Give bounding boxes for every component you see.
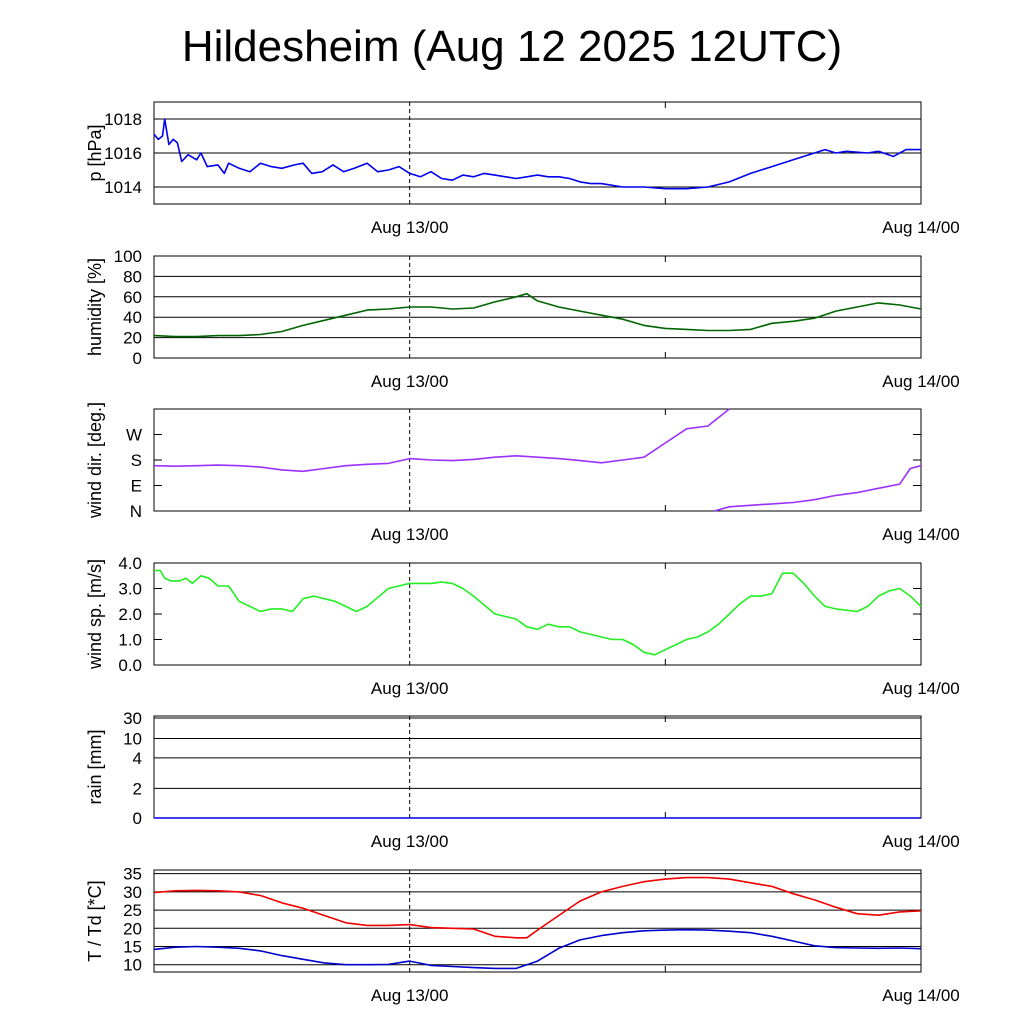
x-tick-label: Aug 14/00 bbox=[882, 832, 960, 851]
plot-frame bbox=[153, 408, 922, 512]
y-axis-label: rain [mm] bbox=[85, 729, 105, 804]
y-tick-label: 100 bbox=[114, 247, 142, 266]
y-tick-label: 1.0 bbox=[118, 631, 142, 650]
y-tick-label: 0 bbox=[133, 349, 142, 368]
y-axis-label: humidity [%] bbox=[85, 258, 105, 356]
y-tick-label: 4.0 bbox=[118, 554, 142, 573]
plot-frame bbox=[153, 255, 922, 359]
x-tick-label: Aug 14/00 bbox=[882, 986, 960, 1005]
pressure-panel: 1014 1016 1018 Aug 13/00 Aug 14/00 p [hPa] bbox=[85, 101, 960, 237]
x-tick-label: Aug 13/00 bbox=[371, 525, 449, 544]
y-tick-label: W bbox=[126, 426, 142, 445]
pressure-series-line bbox=[153, 118, 921, 190]
y-tick-label: 60 bbox=[123, 288, 142, 307]
x-tick-label: Aug 13/00 bbox=[371, 218, 449, 237]
y-axis-label: wind sp. [m/s] bbox=[85, 559, 105, 670]
temperature-series-line bbox=[153, 876, 922, 939]
wind_speed-series-line bbox=[154, 569, 922, 656]
y-tick-label: 15 bbox=[123, 938, 142, 957]
y-axis-label: p [hPa] bbox=[85, 124, 105, 181]
y-tick-label: 25 bbox=[123, 901, 142, 920]
dewpoint-series-line bbox=[153, 928, 922, 970]
y-tick-label: 30 bbox=[123, 883, 142, 902]
y-tick-label: 40 bbox=[123, 308, 142, 327]
y-axis-label: T / Td [*C] bbox=[85, 880, 105, 961]
y-tick-label: 2 bbox=[133, 779, 142, 798]
y-tick-label: 4 bbox=[133, 749, 142, 768]
x-tick-label: Aug 13/00 bbox=[371, 372, 449, 391]
humidity-series-line bbox=[153, 292, 922, 338]
plot-frame bbox=[153, 562, 922, 666]
y-tick-label: N bbox=[130, 502, 142, 521]
y-tick-label: E bbox=[131, 477, 142, 496]
y-tick-label: 20 bbox=[123, 329, 142, 348]
y-axis-label: wind dir. [deg.] bbox=[85, 402, 105, 519]
wind_speed-panel: 0.0 1.0 2.0 3.0 4.0 Aug 13/00 Aug 14/00 wind sp… bbox=[85, 554, 960, 698]
plot-frame bbox=[153, 869, 922, 973]
y-tick-label: 1014 bbox=[104, 178, 142, 197]
y-tick-label: 3.0 bbox=[118, 580, 142, 599]
y-tick-label: 80 bbox=[123, 267, 142, 286]
x-tick-label: Aug 13/00 bbox=[371, 679, 449, 698]
wind_dir-series-line bbox=[153, 408, 922, 512]
y-tick-label: 2.0 bbox=[118, 605, 142, 624]
y-tick-label: 10 bbox=[123, 956, 142, 975]
y-tick-label: 1016 bbox=[104, 144, 142, 163]
y-tick-label: 10 bbox=[123, 729, 142, 748]
plot-frame bbox=[153, 715, 922, 819]
y-tick-label: 35 bbox=[123, 865, 142, 884]
x-tick-label: Aug 14/00 bbox=[882, 525, 960, 544]
x-tick-label: Aug 13/00 bbox=[371, 832, 449, 851]
x-tick-label: Aug 14/00 bbox=[882, 679, 960, 698]
y-tick-label: 0 bbox=[133, 809, 142, 828]
x-tick-label: Aug 14/00 bbox=[882, 372, 960, 391]
y-tick-label: 1018 bbox=[104, 110, 142, 129]
x-tick-label: Aug 14/00 bbox=[882, 218, 960, 237]
page-title: Hildesheim (Aug 12 2025 12UTC) bbox=[181, 22, 843, 71]
y-tick-label: S bbox=[131, 451, 142, 470]
y-tick-label: 30 bbox=[123, 709, 142, 728]
y-tick-label: 20 bbox=[123, 919, 142, 938]
x-tick-label: Aug 13/00 bbox=[371, 986, 449, 1005]
y-tick-label: 0.0 bbox=[118, 656, 142, 675]
